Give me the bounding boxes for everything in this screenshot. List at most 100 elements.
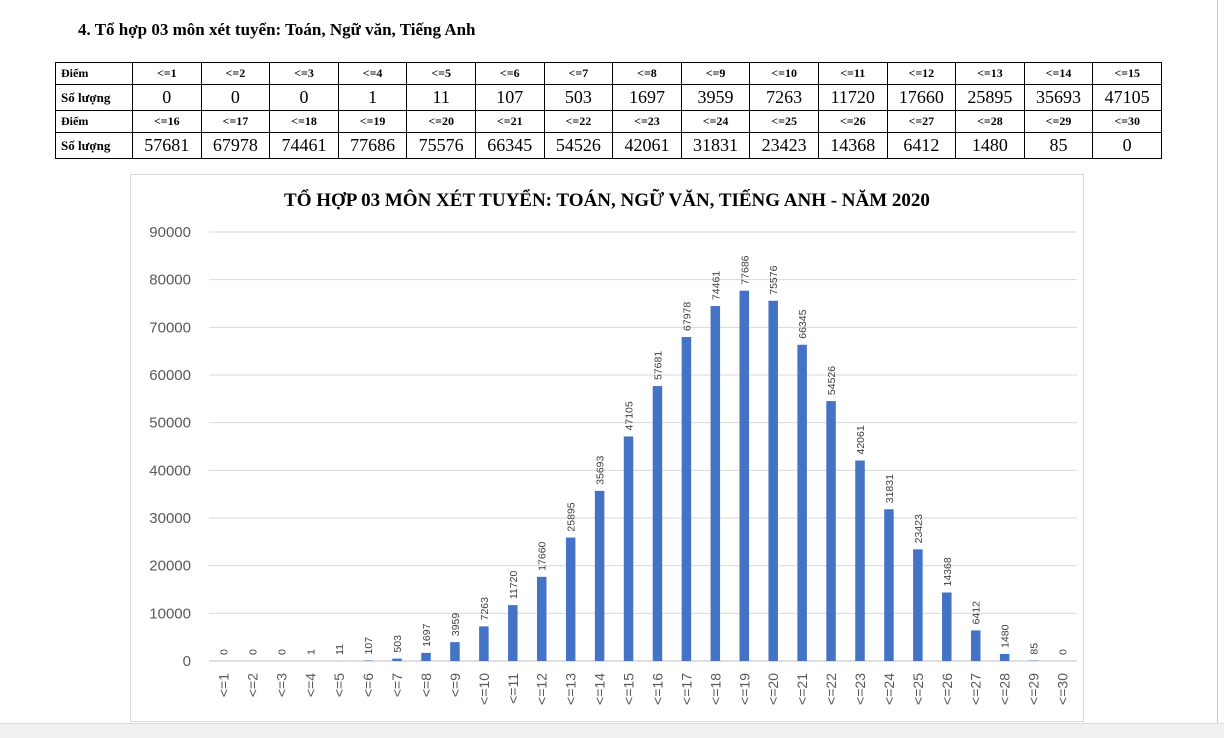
count-cell: 6412 xyxy=(887,133,956,159)
category-label: <=22 xyxy=(823,673,839,705)
score-distribution-table: Điểm<=1<=2<=3<=4<=5<=6<=7<=8<=9<=10<=11<… xyxy=(55,62,1162,159)
count-cell: 54526 xyxy=(544,133,613,159)
category-label: <=25 xyxy=(910,673,926,705)
data-label: 0 xyxy=(218,649,230,655)
bar xyxy=(595,491,605,661)
score-cell: <=28 xyxy=(956,111,1025,133)
count-cell: 11 xyxy=(407,85,476,111)
category-label: <=20 xyxy=(765,673,781,705)
data-label: 31831 xyxy=(884,474,896,503)
bar xyxy=(884,509,894,661)
category-label: <=14 xyxy=(592,673,608,705)
data-label: 1697 xyxy=(421,623,433,647)
bar xyxy=(624,436,634,661)
count-cell: 74461 xyxy=(270,133,339,159)
score-cell: <=22 xyxy=(544,111,613,133)
y-tick-label: 80000 xyxy=(149,272,191,289)
data-label: 1480 xyxy=(1000,624,1012,648)
y-tick-label: 20000 xyxy=(149,558,191,575)
count-cell: 107 xyxy=(475,85,544,111)
count-cell: 25895 xyxy=(956,85,1025,111)
data-label: 6412 xyxy=(971,601,983,625)
count-cell: 17660 xyxy=(887,85,956,111)
category-label: <=10 xyxy=(476,673,492,705)
count-cell: 23423 xyxy=(750,133,819,159)
category-label: <=6 xyxy=(360,673,376,697)
count-cell: 3959 xyxy=(681,85,750,111)
score-cell: <=8 xyxy=(613,63,682,85)
bar xyxy=(711,306,721,661)
category-label: <=1 xyxy=(215,673,231,697)
bar xyxy=(797,345,807,661)
score-cell: <=18 xyxy=(270,111,339,133)
count-cell: 0 xyxy=(201,85,270,111)
category-label: <=23 xyxy=(852,673,868,705)
score-cell: <=25 xyxy=(750,111,819,133)
category-label: <=18 xyxy=(707,673,723,705)
bar xyxy=(855,461,865,661)
data-label: 67978 xyxy=(681,302,693,331)
score-cell: <=13 xyxy=(956,63,1025,85)
count-cell: 14368 xyxy=(818,133,887,159)
bar xyxy=(363,660,373,661)
score-cell: <=16 xyxy=(133,111,202,133)
data-label: 11720 xyxy=(508,571,520,600)
data-label: 107 xyxy=(363,637,375,655)
score-cell: <=10 xyxy=(750,63,819,85)
bar xyxy=(913,549,923,661)
data-label: 3959 xyxy=(450,613,462,637)
count-cell: 66345 xyxy=(475,133,544,159)
bar xyxy=(537,577,547,661)
score-cell: <=6 xyxy=(475,63,544,85)
bar xyxy=(392,659,402,661)
bar xyxy=(1000,654,1010,661)
score-cell: <=2 xyxy=(201,63,270,85)
count-cell: 35693 xyxy=(1024,85,1093,111)
score-row-label: Điểm xyxy=(56,111,133,133)
score-cell: <=3 xyxy=(270,63,339,85)
score-header-row: Điểm<=16<=17<=18<=19<=20<=21<=22<=23<=24… xyxy=(56,111,1162,133)
count-cell: 67978 xyxy=(201,133,270,159)
bar xyxy=(768,301,778,661)
data-label: 14368 xyxy=(942,557,954,586)
data-label: 35693 xyxy=(595,456,607,485)
score-cell: <=15 xyxy=(1093,63,1162,85)
score-cell: <=20 xyxy=(407,111,476,133)
score-cell: <=23 xyxy=(613,111,682,133)
bar xyxy=(508,605,518,661)
count-cell: 47105 xyxy=(1093,85,1162,111)
count-cell: 1697 xyxy=(613,85,682,111)
category-label: <=11 xyxy=(505,673,521,704)
data-label: 85 xyxy=(1029,643,1041,655)
data-label: 25895 xyxy=(566,502,578,531)
category-label: <=4 xyxy=(302,673,318,697)
y-tick-label: 90000 xyxy=(149,224,191,241)
section-heading: 4. Tổ hợp 03 môn xét tuyển: Toán, Ngữ vă… xyxy=(78,20,476,40)
category-label: <=27 xyxy=(968,673,984,705)
category-label: <=9 xyxy=(447,673,463,697)
bar xyxy=(653,386,663,661)
count-cell: 0 xyxy=(1093,133,1162,159)
score-cell: <=17 xyxy=(201,111,270,133)
count-cell: 42061 xyxy=(613,133,682,159)
bar xyxy=(971,630,981,661)
score-cell: <=27 xyxy=(887,111,956,133)
category-label: <=5 xyxy=(331,673,347,697)
bar xyxy=(479,626,489,661)
category-label: <=30 xyxy=(1055,673,1071,705)
score-cell: <=21 xyxy=(475,111,544,133)
category-label: <=28 xyxy=(997,673,1013,705)
data-label: 17660 xyxy=(537,541,549,570)
count-cell: 7263 xyxy=(750,85,819,111)
score-cell: <=12 xyxy=(887,63,956,85)
count-row-label: Số lượng xyxy=(56,133,133,159)
score-cell: <=30 xyxy=(1093,111,1162,133)
data-label: 7263 xyxy=(479,597,491,621)
data-label: 74461 xyxy=(710,271,722,300)
data-label: 66345 xyxy=(797,309,809,338)
category-label: <=16 xyxy=(649,673,665,705)
score-cell: <=26 xyxy=(818,111,887,133)
count-cell: 0 xyxy=(133,85,202,111)
y-tick-label: 40000 xyxy=(149,462,191,479)
